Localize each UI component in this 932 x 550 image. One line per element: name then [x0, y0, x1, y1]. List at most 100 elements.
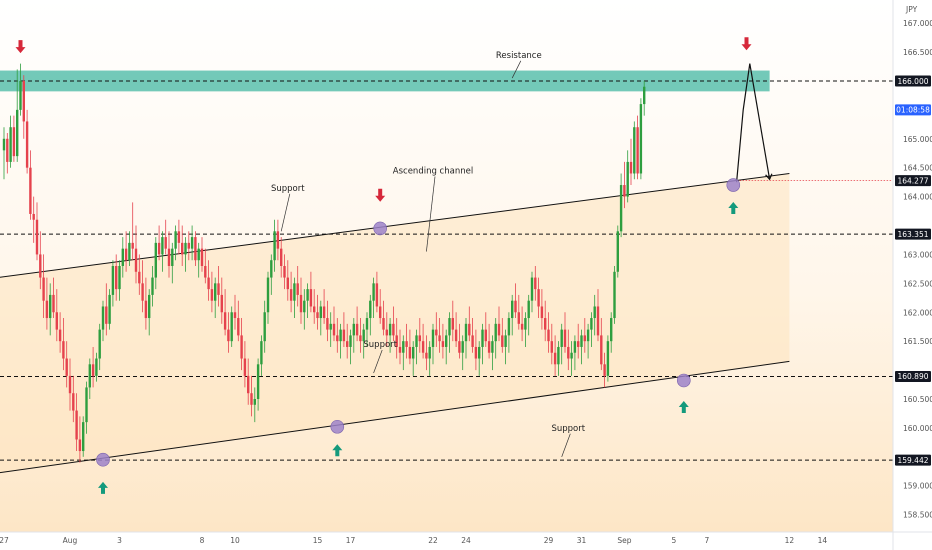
candle-body — [557, 346, 560, 365]
candle-body — [55, 312, 58, 330]
candle — [557, 341, 560, 376]
candle-body — [131, 242, 134, 249]
candle-body — [98, 329, 101, 359]
candle — [12, 115, 16, 162]
candle — [256, 358, 260, 411]
price-badge-bg — [895, 228, 931, 240]
candle-body — [313, 306, 316, 313]
candle — [108, 289, 111, 330]
candle — [138, 254, 141, 295]
candle-body — [511, 300, 514, 319]
candle-body — [352, 323, 355, 336]
candle-body — [283, 266, 286, 278]
candle-body — [266, 277, 270, 313]
candle-body — [45, 300, 49, 319]
candle-body — [553, 352, 557, 365]
candle-body — [425, 352, 428, 359]
candle — [339, 323, 342, 359]
candle — [194, 231, 197, 266]
candle — [227, 312, 230, 353]
candle — [217, 266, 220, 307]
candle-body — [365, 318, 369, 330]
candle-body — [583, 335, 586, 342]
candle — [326, 300, 329, 342]
price-badge: 01:08:58 — [895, 104, 931, 116]
candle-body — [487, 341, 491, 353]
candle-body — [151, 277, 154, 295]
candle — [408, 329, 412, 365]
candle-body — [527, 300, 530, 319]
candle-body — [62, 341, 65, 359]
candle — [316, 294, 319, 330]
candle-body — [517, 312, 520, 324]
candle-body — [362, 329, 365, 342]
candle-body — [441, 341, 445, 347]
candle-body — [623, 185, 626, 197]
candle — [98, 323, 101, 371]
candle-body — [438, 335, 441, 342]
channel-lower-line — [0, 360, 790, 474]
candle — [2, 127, 6, 180]
candle — [412, 341, 415, 376]
candle-body — [537, 289, 540, 307]
candle-body — [72, 393, 75, 411]
candle-body — [42, 277, 45, 301]
y-tick-label: 159.000 — [903, 482, 932, 491]
candle — [263, 300, 266, 353]
candle-body — [306, 289, 309, 301]
candle-body — [359, 335, 362, 342]
candle-body — [210, 289, 214, 301]
annotation-label: Resistance — [496, 51, 542, 61]
candle — [355, 306, 359, 342]
price-badge: 160.890 — [895, 370, 931, 382]
price-badge-label: 160.890 — [897, 372, 928, 381]
projection-arrowhead — [765, 173, 773, 181]
candle — [19, 63, 22, 116]
candle-body — [157, 242, 161, 255]
candle-body — [121, 248, 124, 266]
candle-body — [161, 237, 164, 255]
candle — [223, 289, 227, 336]
candle — [583, 318, 586, 353]
candle — [124, 231, 128, 272]
candle — [372, 277, 375, 319]
candle-body — [629, 161, 633, 174]
candle — [332, 306, 336, 342]
candle-body — [171, 248, 174, 266]
y-tick-label: 160.500 — [903, 395, 932, 404]
candle-body — [316, 312, 319, 319]
candle — [303, 289, 306, 330]
annotation-label: Support — [271, 184, 305, 194]
candle — [154, 237, 157, 290]
candle-body — [138, 271, 141, 284]
candle-body — [227, 329, 230, 342]
candle — [319, 300, 322, 336]
candle — [580, 329, 583, 365]
resistance-zone — [0, 70, 770, 92]
candle-body — [385, 329, 388, 336]
candle-body — [388, 323, 392, 336]
candle — [359, 318, 362, 353]
y-tick-label: 158.500 — [903, 511, 932, 520]
candle-body — [247, 375, 250, 394]
candle-body — [375, 283, 379, 307]
candle-body — [379, 306, 382, 319]
candle — [567, 329, 570, 371]
x-tick-label: Sep — [617, 536, 631, 545]
y-tick-label: 167.000 — [903, 19, 932, 28]
candle-body — [134, 248, 138, 272]
candle-body — [507, 318, 511, 336]
candle — [586, 323, 590, 359]
x-tick-label: 5 — [672, 536, 677, 545]
y-tick-label: 164.500 — [903, 164, 932, 173]
candle-body — [524, 318, 527, 330]
candle — [415, 329, 418, 365]
candle-body — [35, 219, 39, 255]
candle-body — [530, 277, 534, 301]
swing-circle-marker — [330, 419, 345, 434]
candle — [497, 306, 501, 342]
candle-body — [286, 277, 289, 290]
candle — [633, 121, 636, 180]
candle — [58, 312, 62, 353]
